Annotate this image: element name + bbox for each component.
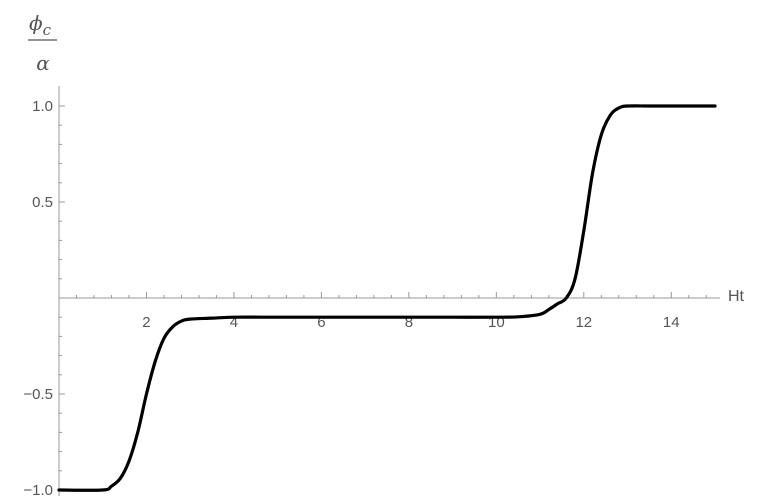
y-tick-label: −0.5 [23,386,53,403]
y-label-denominator: α [36,51,50,75]
axes [58,86,720,496]
x-tick-label: 14 [663,314,680,331]
tick-labels: 2 4 6 8 10 12 14−1.0−0.50.51.0 [23,98,679,499]
y-tick-label: 1.0 [32,98,53,115]
y-tick-label: −1.0 [23,482,53,499]
x-tick-label: 12 [575,314,592,331]
series-line [57,104,717,492]
y-axis-label: ϕc α [28,11,57,75]
y-label-symbol: ϕ [29,11,43,35]
x-tick-label: 4 [230,314,238,331]
x-tick-label: 2 [142,314,150,331]
x-tick-label: 6 [317,314,325,331]
y-label-subscript: c [43,21,52,39]
y-tick-label: 0.5 [32,194,53,211]
svg-text:ϕc: ϕc [29,11,52,39]
x-tick-label: 8 [405,314,413,331]
x-axis-label: Ht [728,288,745,305]
ticks [59,105,707,491]
